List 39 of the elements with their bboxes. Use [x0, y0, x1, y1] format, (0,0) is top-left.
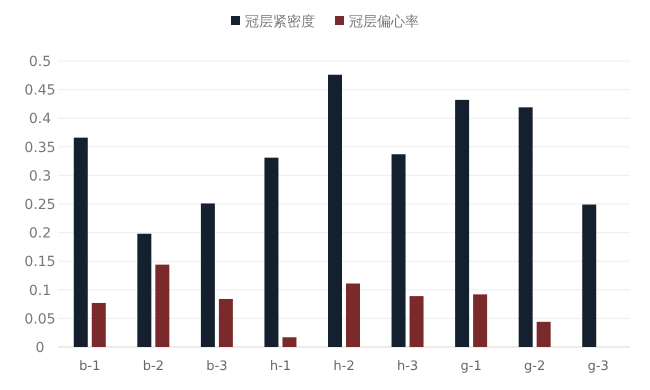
legend-label: 冠层偏心率	[349, 14, 419, 30]
y-tick-label: 0.15	[24, 254, 56, 270]
bar	[155, 264, 170, 347]
bar	[264, 158, 278, 347]
y-tick-label: 0.25	[24, 197, 56, 213]
bar	[518, 107, 533, 347]
bar	[473, 294, 488, 347]
x-tick-label: h-1	[270, 359, 292, 374]
y-tick-label: 0.05	[24, 311, 56, 328]
x-tick-label: b-3	[206, 359, 228, 374]
bar	[200, 203, 215, 347]
y-tick-label: 0.3	[28, 168, 52, 184]
bar	[455, 100, 470, 347]
bar	[137, 234, 152, 347]
x-tick-label: b-1	[79, 359, 100, 374]
bar	[582, 204, 596, 347]
y-tick-label: 0.5	[28, 54, 52, 70]
y-tick-label: 0.35	[24, 140, 56, 156]
y-tick-label: 0.1	[28, 282, 52, 299]
bar	[92, 302, 106, 347]
bar	[282, 337, 296, 347]
y-tick-label: 0.2	[28, 226, 52, 242]
bar	[536, 322, 551, 347]
bar	[328, 74, 342, 347]
y-tick-label: 0	[36, 340, 44, 356]
x-tick-label: b-2	[142, 359, 164, 374]
x-tick-label: h-3	[396, 359, 418, 374]
y-tick-label: 0.4	[28, 111, 52, 128]
bar	[218, 298, 233, 347]
bar	[346, 284, 360, 347]
x-tick-label: g-1	[460, 359, 482, 374]
x-tick-label: h-2	[333, 359, 355, 374]
x-tick-label: g-3	[588, 359, 609, 374]
bar	[74, 138, 88, 347]
x-tick-label: g-2	[524, 359, 546, 374]
y-tick-label: 0.45	[24, 82, 56, 99]
legend-label: 冠层紧密度	[245, 14, 315, 30]
bar	[392, 154, 406, 347]
bar	[410, 296, 424, 347]
